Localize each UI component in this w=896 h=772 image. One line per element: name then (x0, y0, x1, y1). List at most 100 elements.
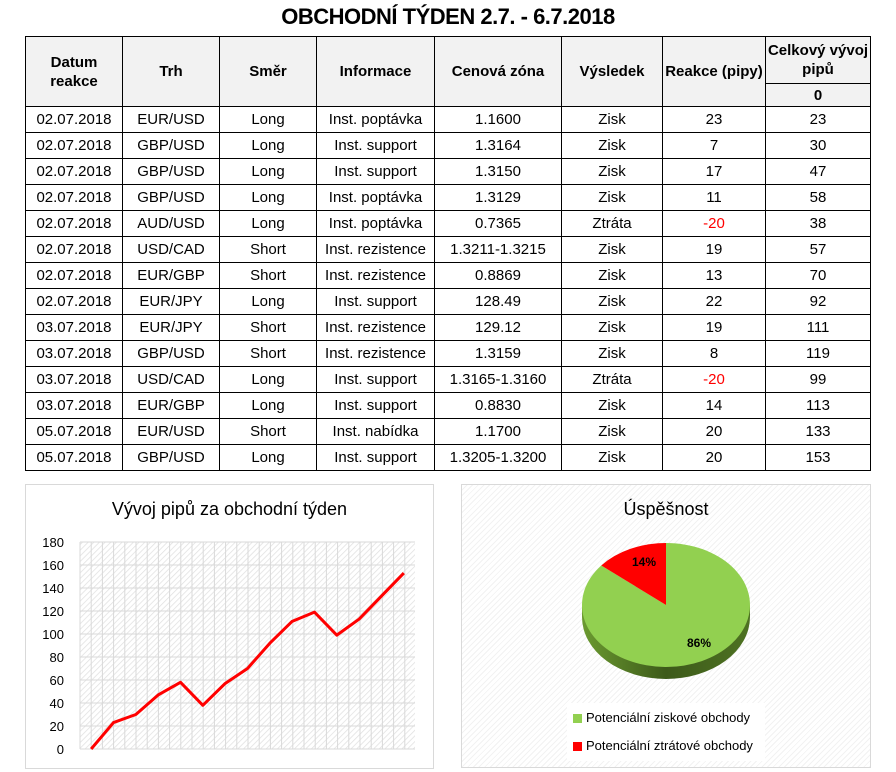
cell-direction: Long (219, 288, 317, 315)
cell-direction: Short (219, 262, 317, 289)
cell-date: 02.07.2018 (25, 158, 123, 185)
cell-market: EUR/GBP (122, 262, 220, 289)
cell-info: Inst. rezistence (316, 262, 435, 289)
line-chart-plot: 0 20 40 60 80 100 120 140 160 180 (42, 535, 415, 757)
table-row: 02.07.2018 USD/CAD Short Inst. rezistence 1.… (25, 236, 871, 263)
y-tick-label: 80 (50, 650, 64, 665)
cell-market: GBP/USD (122, 340, 220, 367)
pie-label-profit: 86% (687, 636, 711, 650)
cell-result: Zisk (561, 418, 663, 445)
cell-direction: Short (219, 236, 317, 263)
cell-date: 02.07.2018 (25, 132, 123, 159)
cell-direction: Long (219, 366, 317, 393)
cell-market: EUR/USD (122, 106, 220, 133)
table-row: 02.07.2018 EUR/JPY Long Inst. support 128.49… (25, 288, 871, 315)
legend-swatch (573, 714, 582, 724)
legend-item-profit: Potenciální ziskové obchody (573, 710, 750, 725)
pie-chart: Úspěšnost 86% 14% Potenciální ziskové obc… (461, 484, 871, 768)
cell-info: Inst. rezistence (316, 314, 435, 341)
y-tick-label: 160 (42, 558, 64, 573)
cell-reaction: 14 (662, 392, 766, 419)
cell-direction: Long (219, 184, 317, 211)
cell-total: 30 (765, 132, 871, 159)
cell-result: Zisk (561, 314, 663, 341)
cell-result: Zisk (561, 132, 663, 159)
cell-date: 03.07.2018 (25, 340, 123, 367)
cell-result: Zisk (561, 392, 663, 419)
table-row: 02.07.2018 GBP/USD Long Inst. support 1.3164… (25, 132, 871, 159)
cell-reaction: 11 (662, 184, 766, 211)
cell-market: GBP/USD (122, 184, 220, 211)
cell-total: 133 (765, 418, 871, 445)
legend-item-loss: Potenciální ztrátové obchody (573, 738, 753, 753)
y-tick-label: 120 (42, 604, 64, 619)
table-row: 05.07.2018 GBP/USD Long Inst. support 1.3205… (25, 444, 871, 471)
cell-reaction: 7 (662, 132, 766, 159)
cell-price-zone: 1.3211-1.3215 (434, 236, 562, 263)
cell-price-zone: 1.3159 (434, 340, 562, 367)
cell-total: 23 (765, 106, 871, 133)
header-market: Trh (122, 36, 220, 107)
cell-direction: Short (219, 418, 317, 445)
cell-date: 03.07.2018 (25, 392, 123, 419)
cell-result: Zisk (561, 340, 663, 367)
cell-reaction: 17 (662, 158, 766, 185)
cell-market: EUR/USD (122, 418, 220, 445)
cell-date: 03.07.2018 (25, 314, 123, 341)
cell-direction: Long (219, 132, 317, 159)
cell-info: Inst. rezistence (316, 236, 435, 263)
cell-info: Inst. nabídka (316, 418, 435, 445)
table-row: 03.07.2018 EUR/GBP Long Inst. support 0.8830… (25, 392, 871, 419)
cell-reaction: 19 (662, 236, 766, 263)
cell-market: USD/CAD (122, 366, 220, 393)
table-row: 05.07.2018 EUR/USD Short Inst. nabídka 1.170… (25, 418, 871, 445)
cell-result: Ztráta (561, 366, 663, 393)
cell-market: EUR/JPY (122, 288, 220, 315)
cell-reaction: 20 (662, 418, 766, 445)
cell-date: 02.07.2018 (25, 184, 123, 211)
cell-price-zone: 1.3205-1.3200 (434, 444, 562, 471)
y-tick-label: 20 (50, 719, 64, 734)
cell-info: Inst. support (316, 158, 435, 185)
cell-price-zone: 1.1600 (434, 106, 562, 133)
cell-info: Inst. support (316, 444, 435, 471)
cell-market: GBP/USD (122, 158, 220, 185)
cell-result: Zisk (561, 106, 663, 133)
pie-legend: Potenciální ziskové obchody Potenciální … (567, 703, 765, 761)
cell-info: Inst. support (316, 132, 435, 159)
header-reaction: Reakce (pipy) (662, 36, 766, 107)
table-row: 02.07.2018 AUD/USD Long Inst. poptávka 0.736… (25, 210, 871, 237)
table-row: 03.07.2018 USD/CAD Long Inst. support 1.3165… (25, 366, 871, 393)
cell-reaction: 19 (662, 314, 766, 341)
table-row: 03.07.2018 EUR/JPY Short Inst. rezistence 12… (25, 314, 871, 341)
pie-plot: 86% 14% (582, 543, 750, 679)
cell-result: Zisk (561, 158, 663, 185)
cell-total: 92 (765, 288, 871, 315)
cell-result: Zisk (561, 236, 663, 263)
cell-direction: Long (219, 106, 317, 133)
page-title: OBCHODNÍ TÝDEN 2.7. - 6.7.2018 (281, 4, 615, 29)
table-row: 02.07.2018 EUR/GBP Short Inst. rezistence 0.… (25, 262, 871, 289)
y-tick-label: 60 (50, 673, 64, 688)
cell-info: Inst. rezistence (316, 340, 435, 367)
cell-date: 02.07.2018 (25, 210, 123, 237)
cell-reaction: 23 (662, 106, 766, 133)
cell-price-zone: 1.3165-1.3160 (434, 366, 562, 393)
cell-info: Inst. support (316, 366, 435, 393)
cell-info: Inst. poptávka (316, 210, 435, 237)
cell-direction: Short (219, 340, 317, 367)
cell-result: Zisk (561, 184, 663, 211)
cell-total: 70 (765, 262, 871, 289)
cell-total: 119 (765, 340, 871, 367)
header-date: Datum reakce (25, 36, 123, 107)
y-tick-label: 0 (57, 742, 64, 757)
table-row: 03.07.2018 GBP/USD Short Inst. rezistence 1.… (25, 340, 871, 367)
cell-direction: Short (219, 314, 317, 341)
cell-price-zone: 0.8830 (434, 392, 562, 419)
cell-reaction: 20 (662, 444, 766, 471)
cell-date: 05.07.2018 (25, 418, 123, 445)
header-price-zone: Cenová zóna (434, 36, 562, 107)
cell-date: 05.07.2018 (25, 444, 123, 471)
cell-info: Inst. support (316, 288, 435, 315)
cell-info: Inst. support (316, 392, 435, 419)
